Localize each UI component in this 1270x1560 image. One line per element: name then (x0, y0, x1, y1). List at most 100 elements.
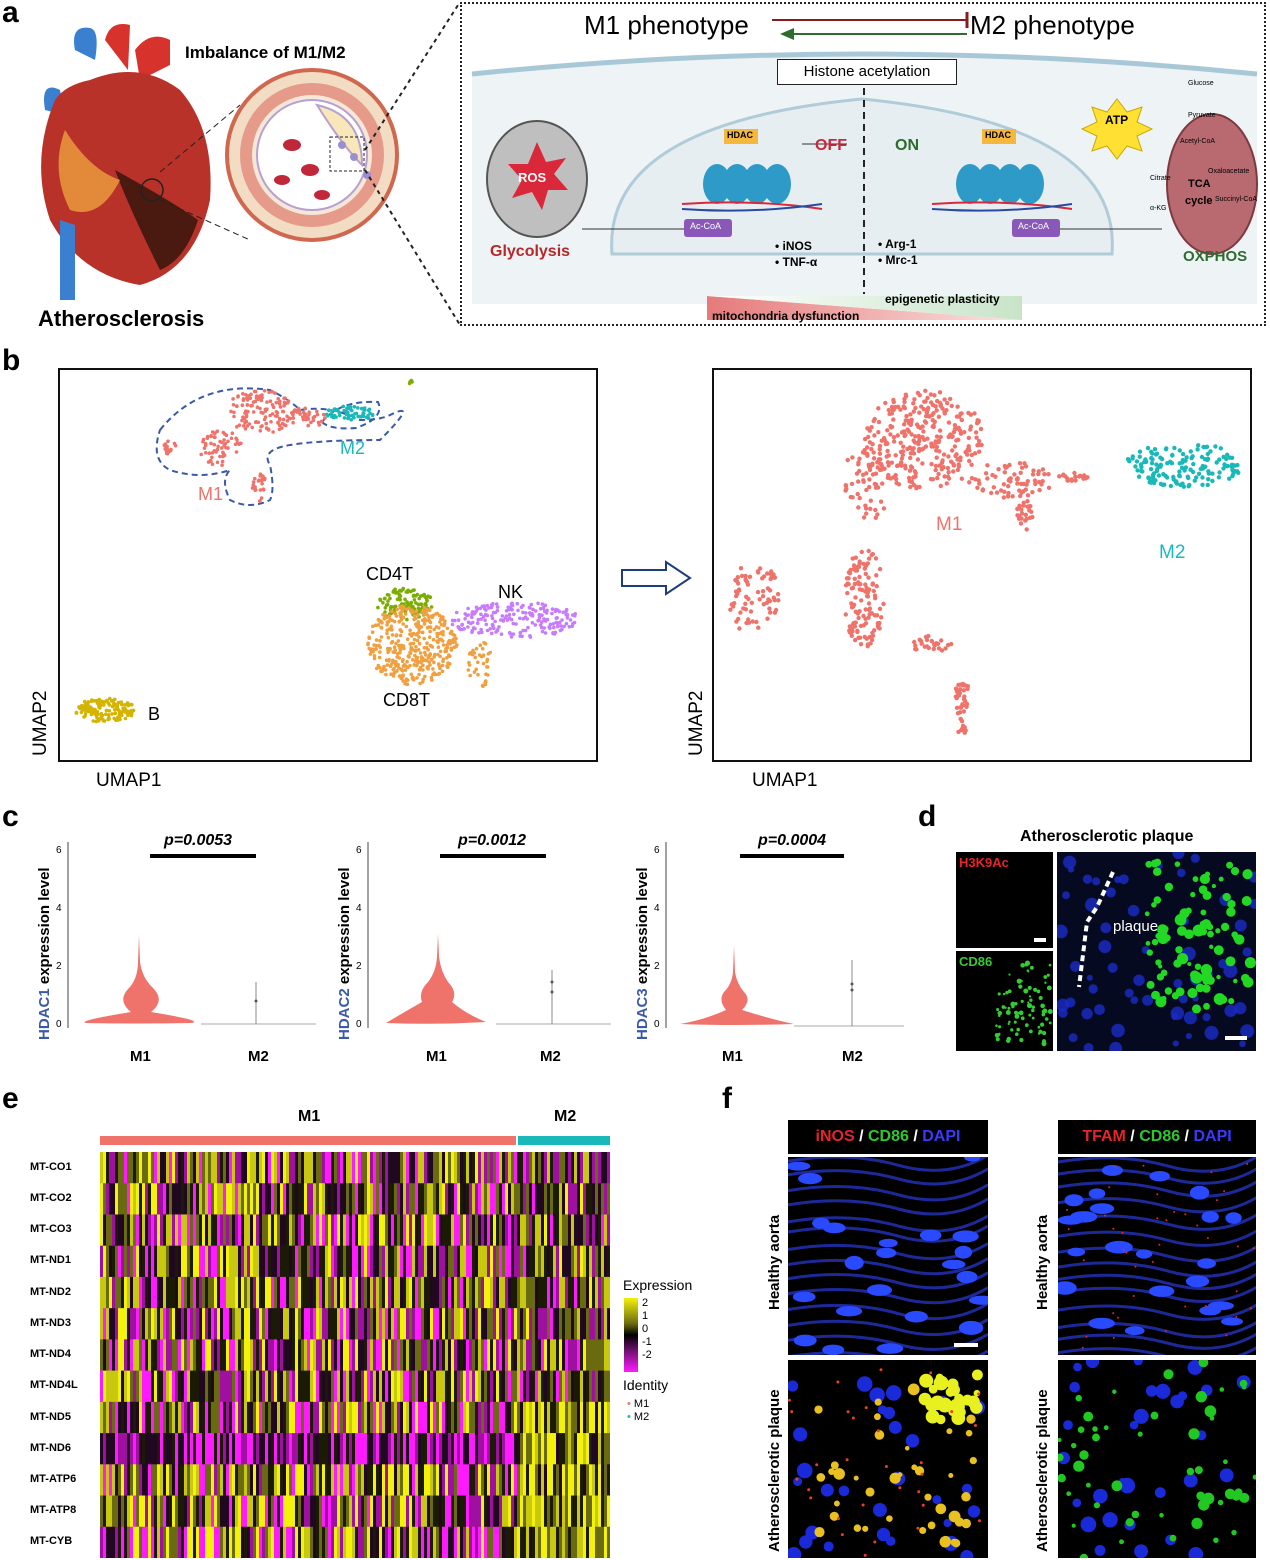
umap-point-cd8t (385, 631, 389, 636)
dapi-nucleus (1135, 1249, 1153, 1259)
umap-point-m1 (263, 409, 268, 413)
heatmap-cell (250, 1433, 254, 1465)
umap-point-cd8t (392, 645, 397, 649)
heatmap-cell (529, 1433, 533, 1465)
heatmap-cell (268, 1433, 272, 1465)
umap-point-cd4t (410, 604, 415, 609)
heatmap-cell (484, 1433, 488, 1465)
heatmap-cell (592, 1183, 596, 1215)
cd86-signal (1189, 970, 1200, 980)
heatmap-cell (151, 1152, 155, 1184)
heatmap-cell (295, 1433, 299, 1465)
umap-point-m1 (955, 711, 961, 716)
umap-point-cd8t (432, 627, 437, 632)
heatmap-cell (562, 1183, 566, 1215)
heatmap-cell (406, 1433, 410, 1465)
umap-point-cd8t (422, 636, 427, 641)
umap-point-m1 (743, 573, 748, 579)
heatmap-cell (265, 1183, 269, 1215)
cd86-signal (1028, 1029, 1033, 1034)
heatmap-cell (538, 1308, 542, 1340)
umap-point-cd8t (421, 609, 426, 614)
heatmap-cell (343, 1464, 347, 1496)
heatmap-cell (172, 1308, 176, 1340)
umap-point-m1 (976, 438, 982, 444)
heatmap-cell (550, 1214, 554, 1246)
heatmap-cell (169, 1495, 173, 1528)
heatmap-cell (127, 1276, 131, 1309)
tfam-signal (1164, 1330, 1167, 1332)
umap-point-m1 (871, 588, 876, 594)
heatmap-cell (553, 1401, 557, 1434)
cd86-signal (997, 1010, 1003, 1016)
heatmap-cell (475, 1183, 479, 1215)
umap-point-m1 (958, 411, 963, 416)
heatmap-cell (139, 1339, 143, 1371)
heatmap-cell (328, 1370, 332, 1403)
heatmap-cell (316, 1183, 320, 1215)
heatmap-cell (475, 1152, 479, 1184)
cd86-signal (1190, 891, 1196, 898)
umap-point-m1 (904, 413, 909, 419)
heatmap-cell (571, 1308, 575, 1340)
umap-point-m1 (857, 456, 862, 461)
umap-point-m1 (1036, 479, 1042, 485)
heatmap-cell (145, 1245, 149, 1278)
umap-point-b (107, 703, 112, 707)
left-gene-list: • iNOS • TNF-α (775, 239, 818, 269)
umap-point-m1 (278, 423, 282, 428)
heatmap-cell (580, 1433, 584, 1465)
umap-point-m1 (871, 450, 876, 455)
umap-point-cd8t (423, 653, 428, 657)
heatmap-cell (442, 1370, 446, 1403)
heatmap-cell (367, 1370, 371, 1403)
heatmap-cell (160, 1339, 164, 1371)
heatmap-cell (322, 1308, 326, 1340)
heatmap-cell (565, 1401, 569, 1434)
heatmap-cell (490, 1339, 494, 1371)
heatmap-cell (217, 1152, 221, 1184)
heatmap-cell (163, 1526, 167, 1558)
cd86-signal (1037, 1025, 1041, 1029)
heatmap-cell (214, 1464, 218, 1496)
umap-point-m1 (843, 488, 848, 493)
heatmap-cell (502, 1183, 506, 1215)
heatmap-cell (442, 1401, 446, 1434)
heatmap-cell (355, 1276, 359, 1309)
umap-point-m1 (866, 601, 872, 606)
umap-point-cd8t (371, 624, 375, 629)
heatmap-cell (583, 1152, 587, 1184)
umap-point-nk (510, 603, 515, 608)
umap-point-m1 (868, 506, 873, 511)
violin-hdac2-sigbar (440, 854, 546, 858)
umap-point-m1 (1017, 461, 1023, 466)
umap-point-m1 (258, 406, 262, 411)
heatmap-cell (232, 1308, 236, 1340)
umap-point-m2 (329, 412, 334, 416)
umap-point-m2 (1217, 470, 1222, 475)
cd86-signal (1040, 1003, 1045, 1009)
umap-point-cd8t (480, 683, 485, 688)
heatmap-cell (562, 1214, 566, 1246)
dapi-nucleus (882, 1406, 896, 1419)
heatmap-cell (442, 1152, 446, 1184)
tfam-signal (1210, 1171, 1213, 1174)
inos-cd86-signal (897, 1472, 903, 1478)
heatmap-cell (478, 1214, 482, 1246)
heatmap-cell (316, 1370, 320, 1403)
heatmap-cell (460, 1370, 464, 1403)
cd86-signal (1187, 988, 1198, 999)
heatmap-cell (460, 1464, 464, 1496)
heatmap-cell (388, 1245, 392, 1278)
heatmap-cell (496, 1339, 500, 1371)
umap-point-m1 (905, 418, 910, 423)
heatmap-cell (592, 1308, 596, 1340)
umap-point-cd4t (383, 596, 387, 601)
heatmap-cell (283, 1308, 287, 1340)
umap-point-m2 (1172, 445, 1177, 451)
heatmap-cell (211, 1245, 215, 1278)
heatmap-cell (103, 1276, 107, 1309)
heatmap-cell (592, 1245, 596, 1278)
heatmap-cell (556, 1370, 560, 1403)
cd86-signal (1164, 987, 1173, 995)
